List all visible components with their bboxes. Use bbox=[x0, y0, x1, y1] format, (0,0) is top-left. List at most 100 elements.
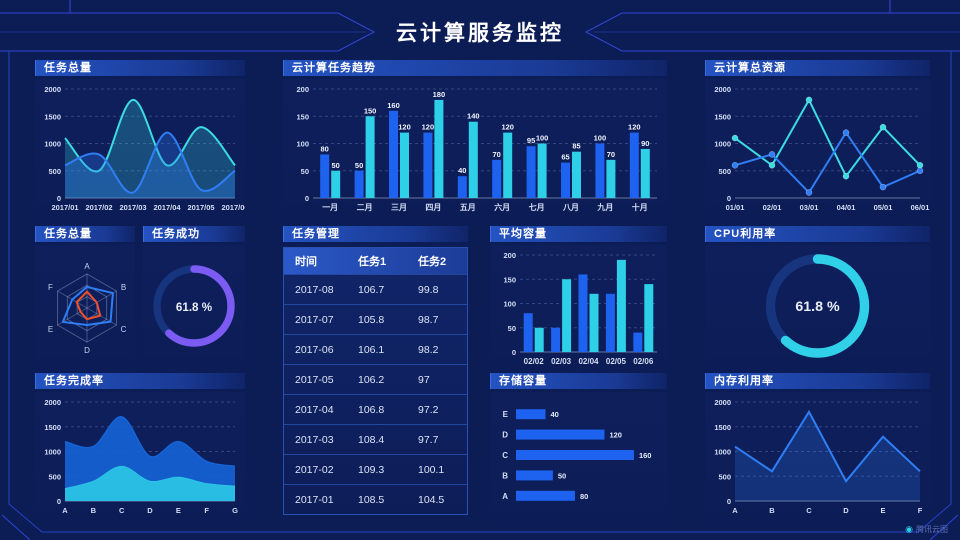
total-resources-line-chart: 0 500 1000 1500 2000 01/01 02/01 03/01 04/01 05/0… bbox=[705, 79, 930, 218]
svg-text:01/01: 01/01 bbox=[726, 203, 745, 212]
svg-text:50: 50 bbox=[558, 471, 566, 480]
svg-text:70: 70 bbox=[493, 150, 501, 159]
svg-text:E: E bbox=[503, 410, 509, 419]
svg-text:50: 50 bbox=[332, 161, 340, 170]
panel-header-storage: 存储容量 bbox=[490, 373, 667, 389]
table-cell: 104.5 bbox=[417, 493, 445, 506]
panel-header-cpu-usage: CPU利用率 bbox=[705, 226, 930, 242]
svg-text:04/01: 04/01 bbox=[837, 203, 856, 212]
svg-text:1500: 1500 bbox=[44, 112, 61, 121]
svg-text:五月: 五月 bbox=[460, 203, 476, 212]
svg-text:A: A bbox=[732, 506, 738, 515]
table-cell: 100.1 bbox=[417, 463, 445, 476]
svg-text:D: D bbox=[84, 346, 90, 355]
svg-text:0: 0 bbox=[57, 194, 61, 203]
completion-area-chart: 0 500 1000 1500 2000 A B C D E F G bbox=[35, 392, 245, 521]
svg-text:1500: 1500 bbox=[44, 423, 61, 432]
svg-text:D: D bbox=[147, 506, 153, 515]
svg-text:500: 500 bbox=[48, 167, 61, 176]
svg-text:65: 65 bbox=[561, 153, 569, 162]
table-row: 2017-04 106.8 97.2 bbox=[284, 394, 467, 424]
table-cell: 2017-03 bbox=[295, 433, 334, 446]
panel-cpu-usage: CPU利用率 61.8 % bbox=[705, 226, 930, 372]
svg-text:40: 40 bbox=[458, 166, 466, 175]
svg-text:1000: 1000 bbox=[44, 448, 61, 457]
svg-text:02/05: 02/05 bbox=[606, 357, 627, 366]
avg-capacity-bar-chart: 0 50 100 150 200 02/02 02/03 02/04 02/05 02/06 bbox=[490, 245, 667, 372]
task-success-donut: 61.8 % bbox=[143, 245, 245, 372]
svg-text:100: 100 bbox=[296, 140, 309, 149]
svg-text:50: 50 bbox=[508, 324, 516, 333]
svg-text:C: C bbox=[121, 325, 127, 334]
svg-text:三月: 三月 bbox=[391, 203, 407, 212]
cpu-usage-donut: 61.8 % bbox=[705, 245, 930, 372]
svg-text:85: 85 bbox=[572, 142, 580, 151]
svg-text:八月: 八月 bbox=[562, 203, 579, 212]
svg-text:2017/06: 2017/06 bbox=[221, 203, 245, 212]
svg-text:二月: 二月 bbox=[357, 203, 373, 212]
page-title: 云计算服务监控 bbox=[396, 22, 564, 45]
table-cell: 97 bbox=[417, 373, 430, 386]
svg-text:02/03: 02/03 bbox=[551, 357, 572, 366]
table-row: 2017-05 106.2 97 bbox=[284, 364, 467, 394]
table-row: 2017-01 108.5 104.5 bbox=[284, 484, 467, 514]
svg-text:2000: 2000 bbox=[714, 85, 731, 94]
panel-header-task-trend: 云计算任务趋势 bbox=[283, 60, 667, 76]
svg-text:2017/01: 2017/01 bbox=[51, 203, 78, 212]
table-cell: 98.7 bbox=[417, 313, 439, 326]
panel-task-mgmt: 任务管理 时间 任务1 任务2 2017-08 106.7 99.8 2017-07 105.… bbox=[283, 226, 468, 515]
svg-text:2017/05: 2017/05 bbox=[187, 203, 214, 212]
svg-text:200: 200 bbox=[296, 85, 309, 94]
table-row: 2017-02 109.3 100.1 bbox=[284, 454, 467, 484]
svg-text:2000: 2000 bbox=[44, 398, 61, 407]
svg-text:0: 0 bbox=[727, 497, 731, 506]
table-row: 2017-07 105.8 98.7 bbox=[284, 304, 467, 334]
panel-task-success: 任务成功 61.8 % bbox=[143, 226, 245, 372]
watermark-logo-icon: ◉ bbox=[905, 524, 913, 534]
svg-text:02/06: 02/06 bbox=[633, 357, 654, 366]
task-trend-bar-chart: 0 50 100 150 200 80 50 160 120 40 70 95 65 100 120 50 15… bbox=[283, 79, 667, 218]
panel-total-resources: 云计算总资源 0 500 1000 1500 2000 01/01 02/01 03/01 04… bbox=[705, 60, 930, 218]
table-row: 2017-03 108.4 97.7 bbox=[284, 424, 467, 454]
svg-text:120: 120 bbox=[609, 431, 622, 440]
table-header-cell: 任务1 bbox=[357, 256, 387, 268]
table-header-cell: 任务2 bbox=[417, 256, 447, 268]
table-cell: 2017-07 bbox=[295, 313, 334, 326]
svg-text:03/01: 03/01 bbox=[800, 203, 819, 212]
svg-text:95: 95 bbox=[527, 136, 535, 145]
table-header-row: 时间 任务1 任务2 bbox=[284, 248, 467, 274]
table-row: 2017-06 106.1 98.2 bbox=[284, 334, 467, 364]
panel-tasks-total: 任务总量 0 500 1000 1500 2000 2017/01 2017/02 2017/… bbox=[35, 60, 249, 218]
svg-text:120: 120 bbox=[422, 123, 435, 132]
svg-text:200: 200 bbox=[503, 251, 516, 260]
svg-text:0: 0 bbox=[727, 194, 731, 203]
svg-text:0: 0 bbox=[305, 194, 309, 203]
watermark: ◉ 腾讯云图 bbox=[905, 524, 948, 535]
svg-text:150: 150 bbox=[364, 106, 377, 115]
tasks-total-area-chart: 0 500 1000 1500 2000 2017/01 2017/02 2017/03 201… bbox=[35, 79, 249, 218]
svg-text:D: D bbox=[502, 431, 508, 440]
svg-text:50: 50 bbox=[301, 167, 309, 176]
svg-text:E: E bbox=[48, 325, 53, 334]
svg-text:E: E bbox=[176, 506, 181, 515]
svg-text:E: E bbox=[880, 506, 885, 515]
svg-text:C: C bbox=[119, 506, 125, 515]
table-cell: 109.3 bbox=[357, 463, 385, 476]
svg-text:F: F bbox=[918, 506, 923, 515]
svg-text:180: 180 bbox=[433, 90, 446, 99]
svg-text:50: 50 bbox=[355, 161, 363, 170]
table-cell: 98.2 bbox=[417, 343, 439, 356]
panel-header-tasks-total: 任务总量 bbox=[35, 60, 245, 76]
svg-text:100: 100 bbox=[594, 134, 607, 143]
svg-text:70: 70 bbox=[607, 150, 615, 159]
svg-text:B: B bbox=[121, 283, 126, 292]
panel-header-total-resources: 云计算总资源 bbox=[705, 60, 930, 76]
svg-text:02/04: 02/04 bbox=[578, 357, 599, 366]
svg-text:160: 160 bbox=[639, 451, 652, 460]
svg-text:七月: 七月 bbox=[529, 202, 545, 212]
svg-text:160: 160 bbox=[387, 101, 400, 110]
panel-task-trend: 云计算任务趋势 0 50 100 150 200 80 50 160 120 40 70 95 65 10… bbox=[283, 60, 667, 218]
svg-text:500: 500 bbox=[718, 472, 731, 481]
svg-text:九月: 九月 bbox=[596, 202, 613, 212]
svg-text:B: B bbox=[769, 506, 775, 515]
